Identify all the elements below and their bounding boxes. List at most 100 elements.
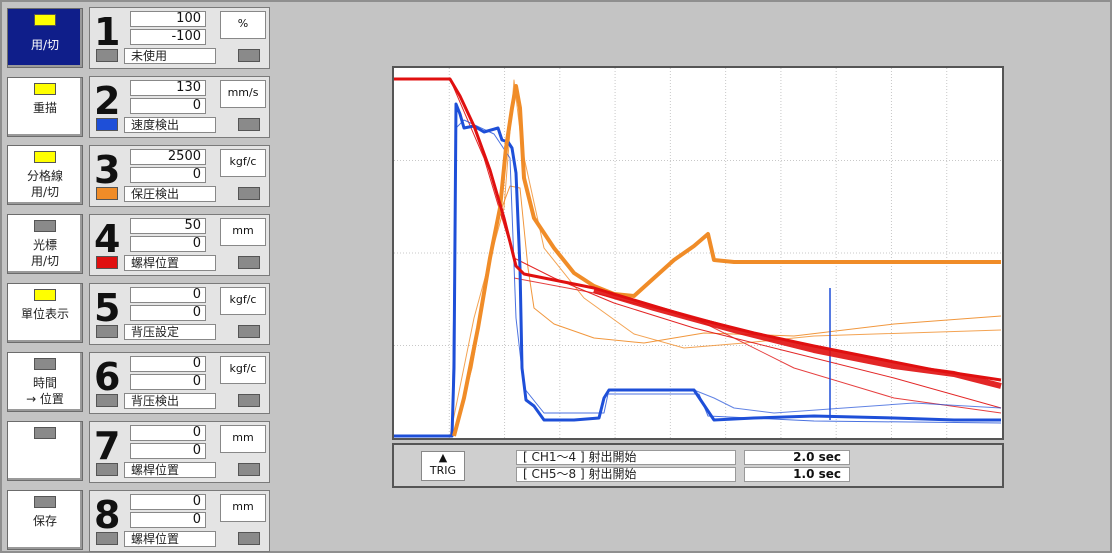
color-swatch bbox=[96, 394, 118, 407]
scale-min-input[interactable]: 0 bbox=[130, 512, 206, 528]
channel-number: 1 bbox=[94, 10, 121, 54]
trig-label: TRIG bbox=[429, 464, 457, 477]
indicator-lamp bbox=[34, 83, 56, 95]
channel-name[interactable]: 未使用 bbox=[124, 48, 216, 64]
scale-max-input[interactable]: 0 bbox=[130, 425, 206, 441]
color-swatch bbox=[96, 187, 118, 200]
ch5-8-trigger-label: [ CH5～8 ] 射出開始 bbox=[516, 467, 736, 482]
scale-min-input[interactable]: -100 bbox=[130, 29, 206, 45]
indicator-lamp bbox=[34, 358, 56, 370]
scale-min-input[interactable]: 0 bbox=[130, 443, 206, 459]
scale-max-input[interactable]: 0 bbox=[130, 356, 206, 372]
trig-button[interactable]: ▲ TRIG bbox=[421, 451, 465, 481]
color-swatch bbox=[96, 49, 118, 62]
channel-name[interactable]: 背压検出 bbox=[124, 393, 216, 409]
scale-max-input[interactable]: 2500 bbox=[130, 149, 206, 165]
channel-name[interactable]: 速度検出 bbox=[124, 117, 216, 133]
button-label: 光標 用/切 bbox=[30, 238, 60, 268]
scale-max-input[interactable]: 130 bbox=[130, 80, 206, 96]
toggle-button[interactable]: 用/切 bbox=[7, 8, 83, 68]
ch1-4-trigger-label: [ CH1～4 ] 射出開始 bbox=[516, 450, 736, 465]
scale-min-input[interactable]: 0 bbox=[130, 374, 206, 390]
channel-number: 4 bbox=[94, 217, 121, 261]
scale-max-input[interactable]: 0 bbox=[130, 494, 206, 510]
redraw-button[interactable]: 重描 bbox=[7, 77, 83, 137]
channel-panel-3: 3 2500 0 kgf/c 保圧検出 bbox=[89, 145, 270, 207]
unit-label: mm/s bbox=[220, 80, 266, 108]
indicator-lamp bbox=[34, 14, 56, 26]
indicator-lamp bbox=[34, 427, 56, 439]
channel-name[interactable]: 保圧検出 bbox=[124, 186, 216, 202]
channel-toggle-button[interactable] bbox=[238, 532, 260, 545]
color-swatch bbox=[96, 256, 118, 269]
series-line-pressure bbox=[452, 84, 1001, 437]
color-swatch bbox=[96, 532, 118, 545]
channel-name[interactable]: 螺桿位置 bbox=[124, 462, 216, 478]
button-label: 保存 bbox=[32, 514, 57, 528]
channel-name[interactable]: 螺桿位置 bbox=[124, 255, 216, 271]
button-label: 時間 → 位置 bbox=[26, 376, 64, 406]
channel-panel-2: 2 130 0 mm/s 速度検出 bbox=[89, 76, 270, 138]
channel-toggle-button[interactable] bbox=[238, 394, 260, 407]
time-per-div-a[interactable]: 2.0 sec bbox=[744, 450, 850, 465]
channel-number: 6 bbox=[94, 355, 121, 399]
button-label: 單位表示 bbox=[20, 307, 69, 321]
channel-number: 3 bbox=[94, 148, 121, 192]
scale-min-input[interactable]: 0 bbox=[130, 236, 206, 252]
scale-max-input[interactable]: 100 bbox=[130, 11, 206, 27]
channel-panel-6: 6 0 0 kgf/c 背压検出 bbox=[89, 352, 270, 414]
channel-number: 7 bbox=[94, 424, 121, 468]
channel-number: 2 bbox=[94, 79, 121, 123]
waveform-svg bbox=[394, 68, 1002, 438]
indicator-lamp bbox=[34, 496, 56, 508]
gridline-toggle-button[interactable]: 分格線 用/切 bbox=[7, 145, 83, 205]
button-label: 分格線 用/切 bbox=[26, 169, 63, 199]
channel-name[interactable]: 背压設定 bbox=[124, 324, 216, 340]
status-bar: ▲ TRIG [ CH1～4 ] 射出開始 [ CH5～8 ] 射出開始 2.0… bbox=[392, 443, 1004, 488]
button-label: 用/切 bbox=[30, 38, 60, 52]
series-line-position-band bbox=[593, 287, 1002, 389]
channel-toggle-button[interactable] bbox=[238, 187, 260, 200]
scale-min-input[interactable]: 0 bbox=[130, 305, 206, 321]
time-position-button[interactable]: 時間 → 位置 bbox=[7, 352, 83, 412]
channel-panel-8: 8 0 0 mm 螺桿位置 bbox=[89, 490, 270, 552]
color-swatch bbox=[96, 118, 118, 131]
series-line-pressure-thin bbox=[394, 185, 1002, 437]
channel-toggle-button[interactable] bbox=[238, 256, 260, 269]
save-button[interactable]: 保存 bbox=[7, 490, 83, 550]
indicator-lamp bbox=[34, 151, 56, 163]
scale-max-input[interactable]: 0 bbox=[130, 287, 206, 303]
series-line-position-thin bbox=[513, 277, 1002, 414]
unit-label: mm bbox=[220, 425, 266, 453]
channel-name[interactable]: 螺桿位置 bbox=[124, 531, 216, 547]
series-line-pressure-thin bbox=[449, 79, 1002, 437]
time-per-div-b[interactable]: 1.0 sec bbox=[744, 467, 850, 482]
series-line-velocity-thin bbox=[451, 119, 1002, 437]
channel-toggle-button[interactable] bbox=[238, 325, 260, 338]
cursor-toggle-button[interactable]: 光標 用/切 bbox=[7, 214, 83, 274]
unit-label: mm bbox=[220, 494, 266, 522]
scale-max-input[interactable]: 50 bbox=[130, 218, 206, 234]
channel-toggle-button[interactable] bbox=[238, 463, 260, 476]
series-line-position bbox=[394, 77, 1002, 382]
indicator-lamp bbox=[34, 220, 56, 232]
unit-display-button[interactable]: 單位表示 bbox=[7, 283, 83, 343]
button-label: 重描 bbox=[32, 101, 57, 115]
color-swatch bbox=[96, 463, 118, 476]
blank-button[interactable] bbox=[7, 421, 83, 481]
scale-min-input[interactable]: 0 bbox=[130, 98, 206, 114]
unit-label: % bbox=[220, 11, 266, 39]
color-swatch bbox=[96, 325, 118, 338]
scale-min-input[interactable]: 0 bbox=[130, 167, 206, 183]
unit-label: kgf/c bbox=[220, 287, 266, 315]
waveform-plot bbox=[392, 66, 1004, 440]
channel-number: 8 bbox=[94, 493, 121, 537]
channel-number: 5 bbox=[94, 286, 121, 330]
unit-label: kgf/c bbox=[220, 149, 266, 177]
triangle-up-icon: ▲ bbox=[438, 451, 448, 464]
unit-label: mm bbox=[220, 218, 266, 246]
indicator-lamp bbox=[34, 289, 56, 301]
channel-toggle-button[interactable] bbox=[238, 118, 260, 131]
channel-toggle-button[interactable] bbox=[238, 49, 260, 62]
